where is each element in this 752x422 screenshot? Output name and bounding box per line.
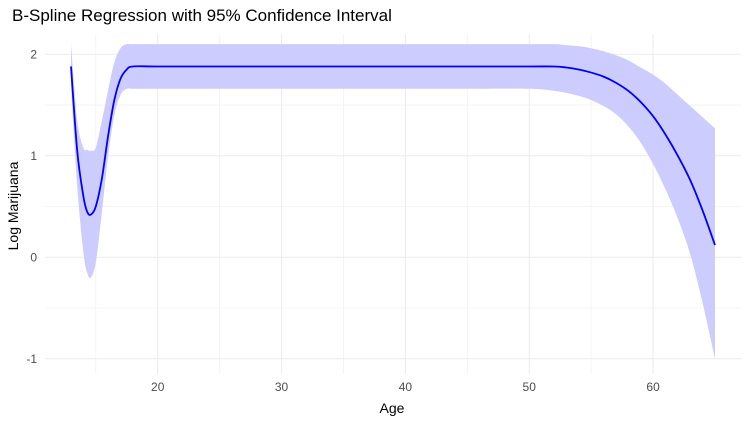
x-tick-label: 50 [523, 380, 537, 394]
x-tick-label: 40 [399, 380, 413, 394]
y-tick-label: 1 [30, 149, 37, 163]
y-tick-label: 0 [30, 250, 37, 264]
x-tick-label: 60 [646, 380, 660, 394]
x-axis-ticks: 20 30 40 50 60 [151, 380, 660, 394]
y-axis-title: Log Marijuana [5, 161, 21, 250]
spline-fit-line [70, 65, 716, 246]
x-tick-label: 30 [275, 380, 289, 394]
x-axis-title: Age [380, 400, 405, 416]
y-axis-ticks: -1 0 1 2 [26, 47, 37, 365]
y-tick-label: 2 [30, 47, 37, 61]
confidence-interval-band [71, 43, 715, 359]
y-tick-label: -1 [26, 352, 37, 366]
x-tick-label: 20 [151, 380, 165, 394]
chart-title: B-Spline Regression with 95% Confidence … [12, 6, 392, 25]
